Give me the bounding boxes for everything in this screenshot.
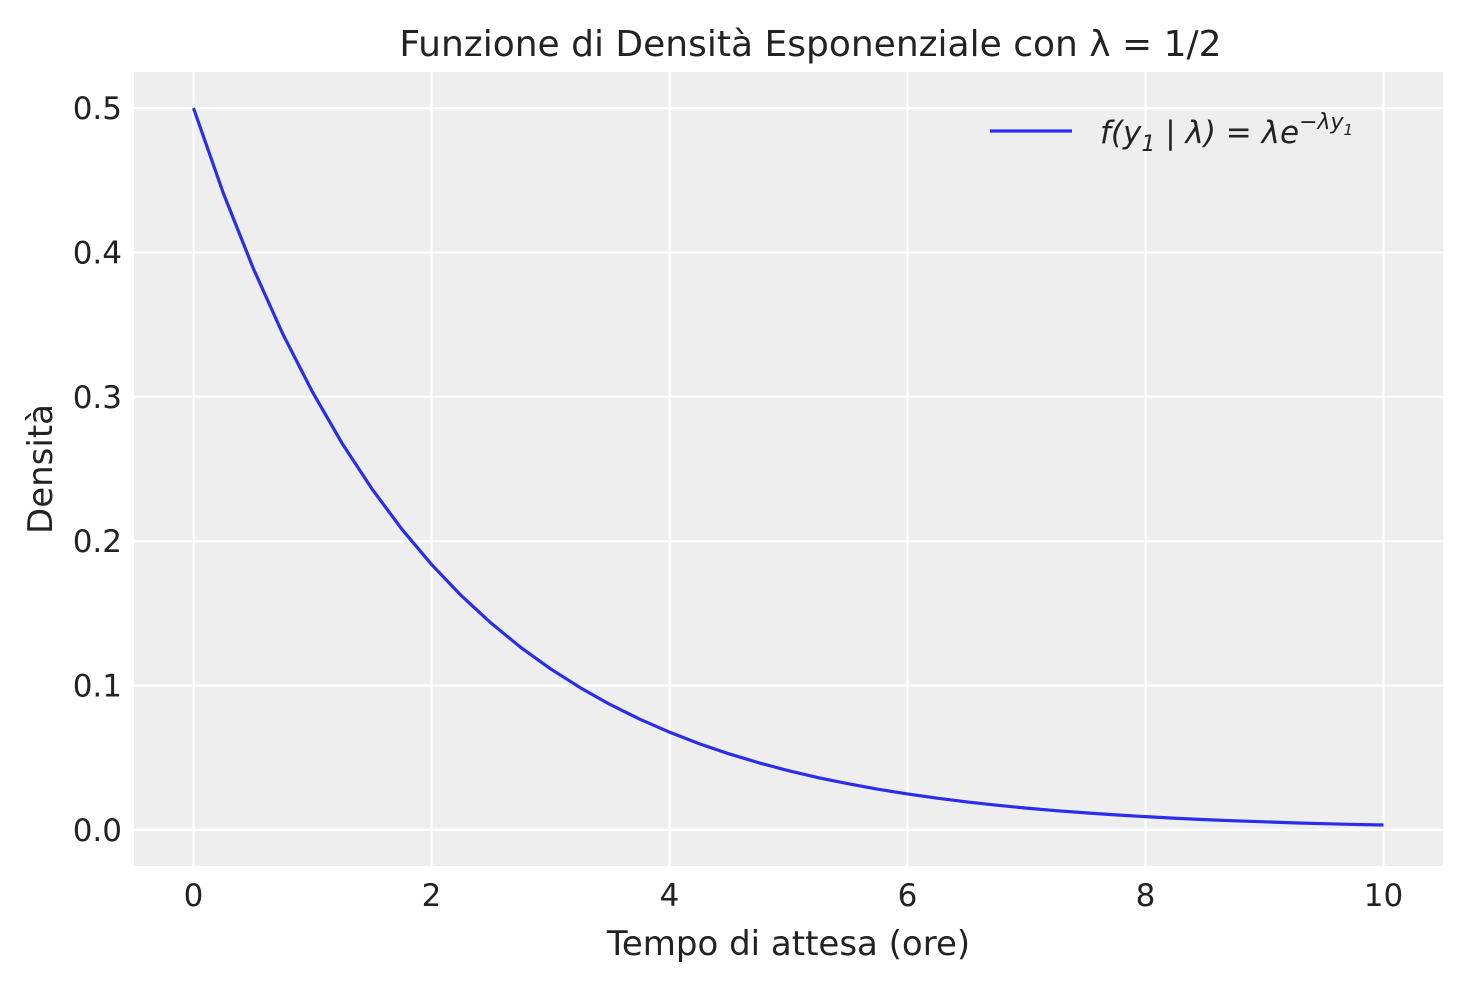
plot-area bbox=[134, 72, 1443, 866]
y-tick-label: 0.3 bbox=[73, 380, 122, 416]
legend-label: f(y1 | λ) = λe−λy1 bbox=[1100, 110, 1353, 157]
x-tick-label: 8 bbox=[1136, 878, 1156, 914]
chart-title: Funzione di Densità Esponenziale con λ =… bbox=[399, 24, 1221, 65]
x-tick-label: 4 bbox=[660, 878, 680, 914]
y-tick-label: 0.2 bbox=[73, 524, 122, 560]
legend: f(y1 | λ) = λe−λy1 bbox=[990, 110, 1353, 157]
x-tick-label: 10 bbox=[1364, 878, 1403, 914]
x-tick-label: 2 bbox=[422, 878, 442, 914]
x-tick-label: 0 bbox=[184, 878, 204, 914]
series-group bbox=[191, 107, 1384, 827]
x-axis-label: Tempo di attesa (ore) bbox=[606, 924, 970, 964]
y-tick-label: 0.4 bbox=[73, 235, 122, 271]
grid bbox=[134, 72, 1443, 866]
y-tick-label: 0.0 bbox=[73, 813, 122, 849]
series-line bbox=[191, 107, 1384, 827]
y-tick-label: 0.1 bbox=[73, 669, 122, 705]
x-axis-ticks: 0 2 4 6 8 10 bbox=[184, 878, 1404, 914]
y-axis-ticks: 0.0 0.1 0.2 0.3 0.4 0.5 bbox=[73, 91, 122, 849]
x-tick-label: 6 bbox=[898, 878, 918, 914]
y-tick-label: 0.5 bbox=[73, 91, 122, 127]
y-axis-label: Densità bbox=[21, 404, 61, 534]
